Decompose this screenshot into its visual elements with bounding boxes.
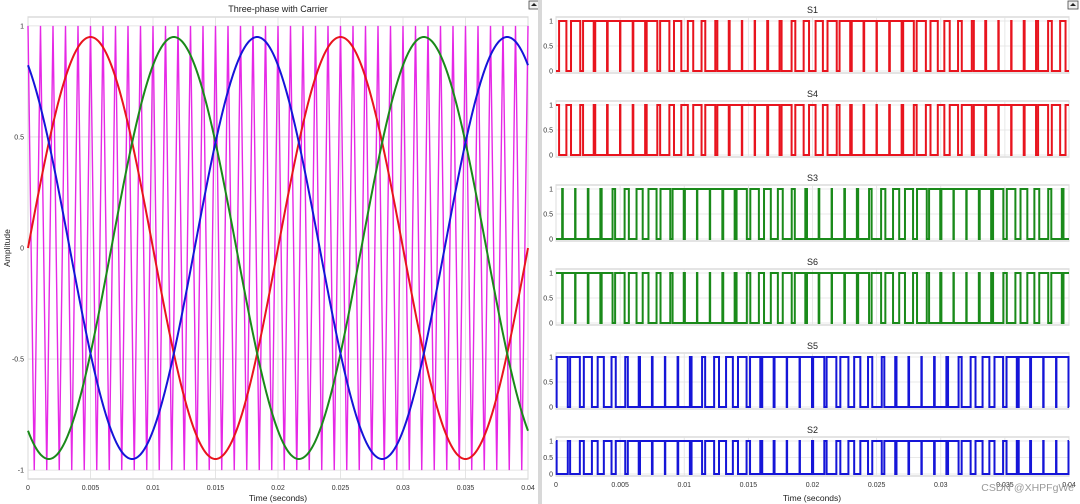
gate-y-tick-label: 0 bbox=[549, 321, 553, 328]
gate-chart-title: S2 bbox=[807, 425, 818, 435]
gate-y-tick-label: 1 bbox=[549, 355, 553, 362]
gate-y-tick-label: 1 bbox=[549, 19, 553, 26]
left-y-tick-label: 0.5 bbox=[14, 134, 24, 141]
gate-chart-title: S3 bbox=[807, 173, 818, 183]
gate-x-tick-label: 0.03 bbox=[934, 482, 948, 489]
left-x-ticks: 0 0.005 0.01 0.015 0.02 0.025 0.03 0.035 0.04 bbox=[26, 485, 535, 492]
left-y-tick-label: 1 bbox=[20, 23, 24, 30]
gate-y-tick-label: 0.5 bbox=[543, 212, 553, 219]
gate-y-tick-label: 0.5 bbox=[543, 455, 553, 462]
gate-y-tick-label: 0 bbox=[549, 153, 553, 160]
panel-divider[interactable] bbox=[538, 0, 542, 504]
gate-y-tick-label: 0 bbox=[549, 69, 553, 76]
left-x-tick-label: 0.005 bbox=[82, 485, 100, 492]
gate-chart-s5: S5 1 0.5 0 bbox=[543, 341, 1070, 412]
watermark: CSDN @XHPFgWe bbox=[981, 482, 1074, 494]
left-x-tick-label: 0.01 bbox=[146, 485, 160, 492]
gate-x-tick-label: 0.015 bbox=[740, 482, 758, 489]
left-expand-icon[interactable] bbox=[528, 0, 540, 10]
gate-chart-title: S1 bbox=[807, 5, 818, 15]
carrier-series-line bbox=[27, 25, 529, 471]
phase-b-series-line bbox=[27, 35, 529, 461]
left-x-axis-label: Time (seconds) bbox=[249, 493, 307, 503]
left-x-tick-label: 0.035 bbox=[457, 485, 475, 492]
left-x-tick-label: 0 bbox=[26, 485, 30, 492]
left-series bbox=[27, 25, 529, 471]
gate-y-tick-label: 1 bbox=[549, 439, 553, 446]
gate-x-tick-label: 0.02 bbox=[806, 482, 820, 489]
phase-a-series-line bbox=[27, 35, 529, 461]
left-y-tick-label: -1 bbox=[18, 468, 24, 475]
gate-chart-s6: S6 1 0.5 0 bbox=[543, 257, 1070, 328]
gate-s2-series-line bbox=[555, 440, 1070, 475]
left-y-tick-label: -0.5 bbox=[12, 357, 24, 364]
phase-c-series-line bbox=[27, 35, 529, 461]
right-expand-icon[interactable] bbox=[1067, 0, 1079, 10]
gate-y-tick-label: 1 bbox=[549, 187, 553, 194]
gate-y-tick-label: 0.5 bbox=[543, 128, 553, 135]
gate-x-tick-label: 0.025 bbox=[868, 482, 886, 489]
left-y-ticks: 1 0.5 0 -0.5 -1 bbox=[12, 23, 24, 474]
gate-y-tick-label: 0 bbox=[549, 472, 553, 479]
gate-chart-title: S5 bbox=[807, 341, 818, 351]
gate-chart-title: S4 bbox=[807, 89, 818, 99]
gate-y-tick-label: 1 bbox=[549, 271, 553, 278]
gate-chart-s2: S2 1 0.5 00 0.005 0.01 0.015 0.02 0.025 0.03 0.035… bbox=[543, 425, 1076, 489]
gate-chart-s3: S3 1 0.5 0 bbox=[543, 173, 1070, 244]
gate-x-tick-label: 0.005 bbox=[611, 482, 629, 489]
gate-chart-s1: S1 1 0.5 0 bbox=[543, 5, 1070, 76]
gate-x-tick-label: 0 bbox=[554, 482, 558, 489]
gate-x-tick-label: 0.04 bbox=[1062, 482, 1076, 489]
gate-s1-series-line bbox=[556, 20, 1069, 72]
left-x-tick-label: 0.03 bbox=[396, 485, 410, 492]
gate-s4-series-line bbox=[556, 104, 1069, 156]
left-x-tick-label: 0.025 bbox=[332, 485, 350, 492]
gate-y-tick-label: 0 bbox=[549, 405, 553, 412]
three-phase-panel: Three-phase with Carrier 1 0.5 0 -0.5 -1 0 0.… bbox=[2, 0, 540, 503]
left-x-tick-label: 0.02 bbox=[271, 485, 285, 492]
left-chart-title: Three-phase with Carrier bbox=[228, 4, 328, 14]
left-y-tick-label: 0 bbox=[20, 246, 24, 253]
gate-y-tick-label: 1 bbox=[549, 103, 553, 110]
gate-x-tick-label: 0.035 bbox=[996, 482, 1014, 489]
right-x-axis-label: Time (seconds) bbox=[783, 493, 841, 503]
gate-x-tick-label: 0.01 bbox=[677, 482, 691, 489]
gate-chart-s4: S4 1 0.5 0 bbox=[543, 89, 1070, 160]
gate-y-tick-label: 0.5 bbox=[543, 44, 553, 51]
gate-s6-series-line bbox=[556, 272, 1069, 324]
left-y-axis-label: Amplitude bbox=[2, 229, 12, 267]
gate-s5-series-line bbox=[555, 356, 1070, 408]
gate-chart-title: S6 bbox=[807, 257, 818, 267]
left-x-tick-label: 0.015 bbox=[207, 485, 225, 492]
gate-y-tick-label: 0 bbox=[549, 237, 553, 244]
gate-signals-panel: S1 1 0.5 0 S4 1 0.5 0 S3 1 0.5 0 S6 1 0.5 0 S5 1 0.5 0 S2 1 0.… bbox=[543, 5, 1076, 489]
gate-y-tick-label: 0.5 bbox=[543, 380, 553, 387]
gate-s3-series-line bbox=[556, 188, 1069, 240]
left-x-tick-label: 0.04 bbox=[521, 485, 535, 492]
gate-y-tick-label: 0.5 bbox=[543, 296, 553, 303]
